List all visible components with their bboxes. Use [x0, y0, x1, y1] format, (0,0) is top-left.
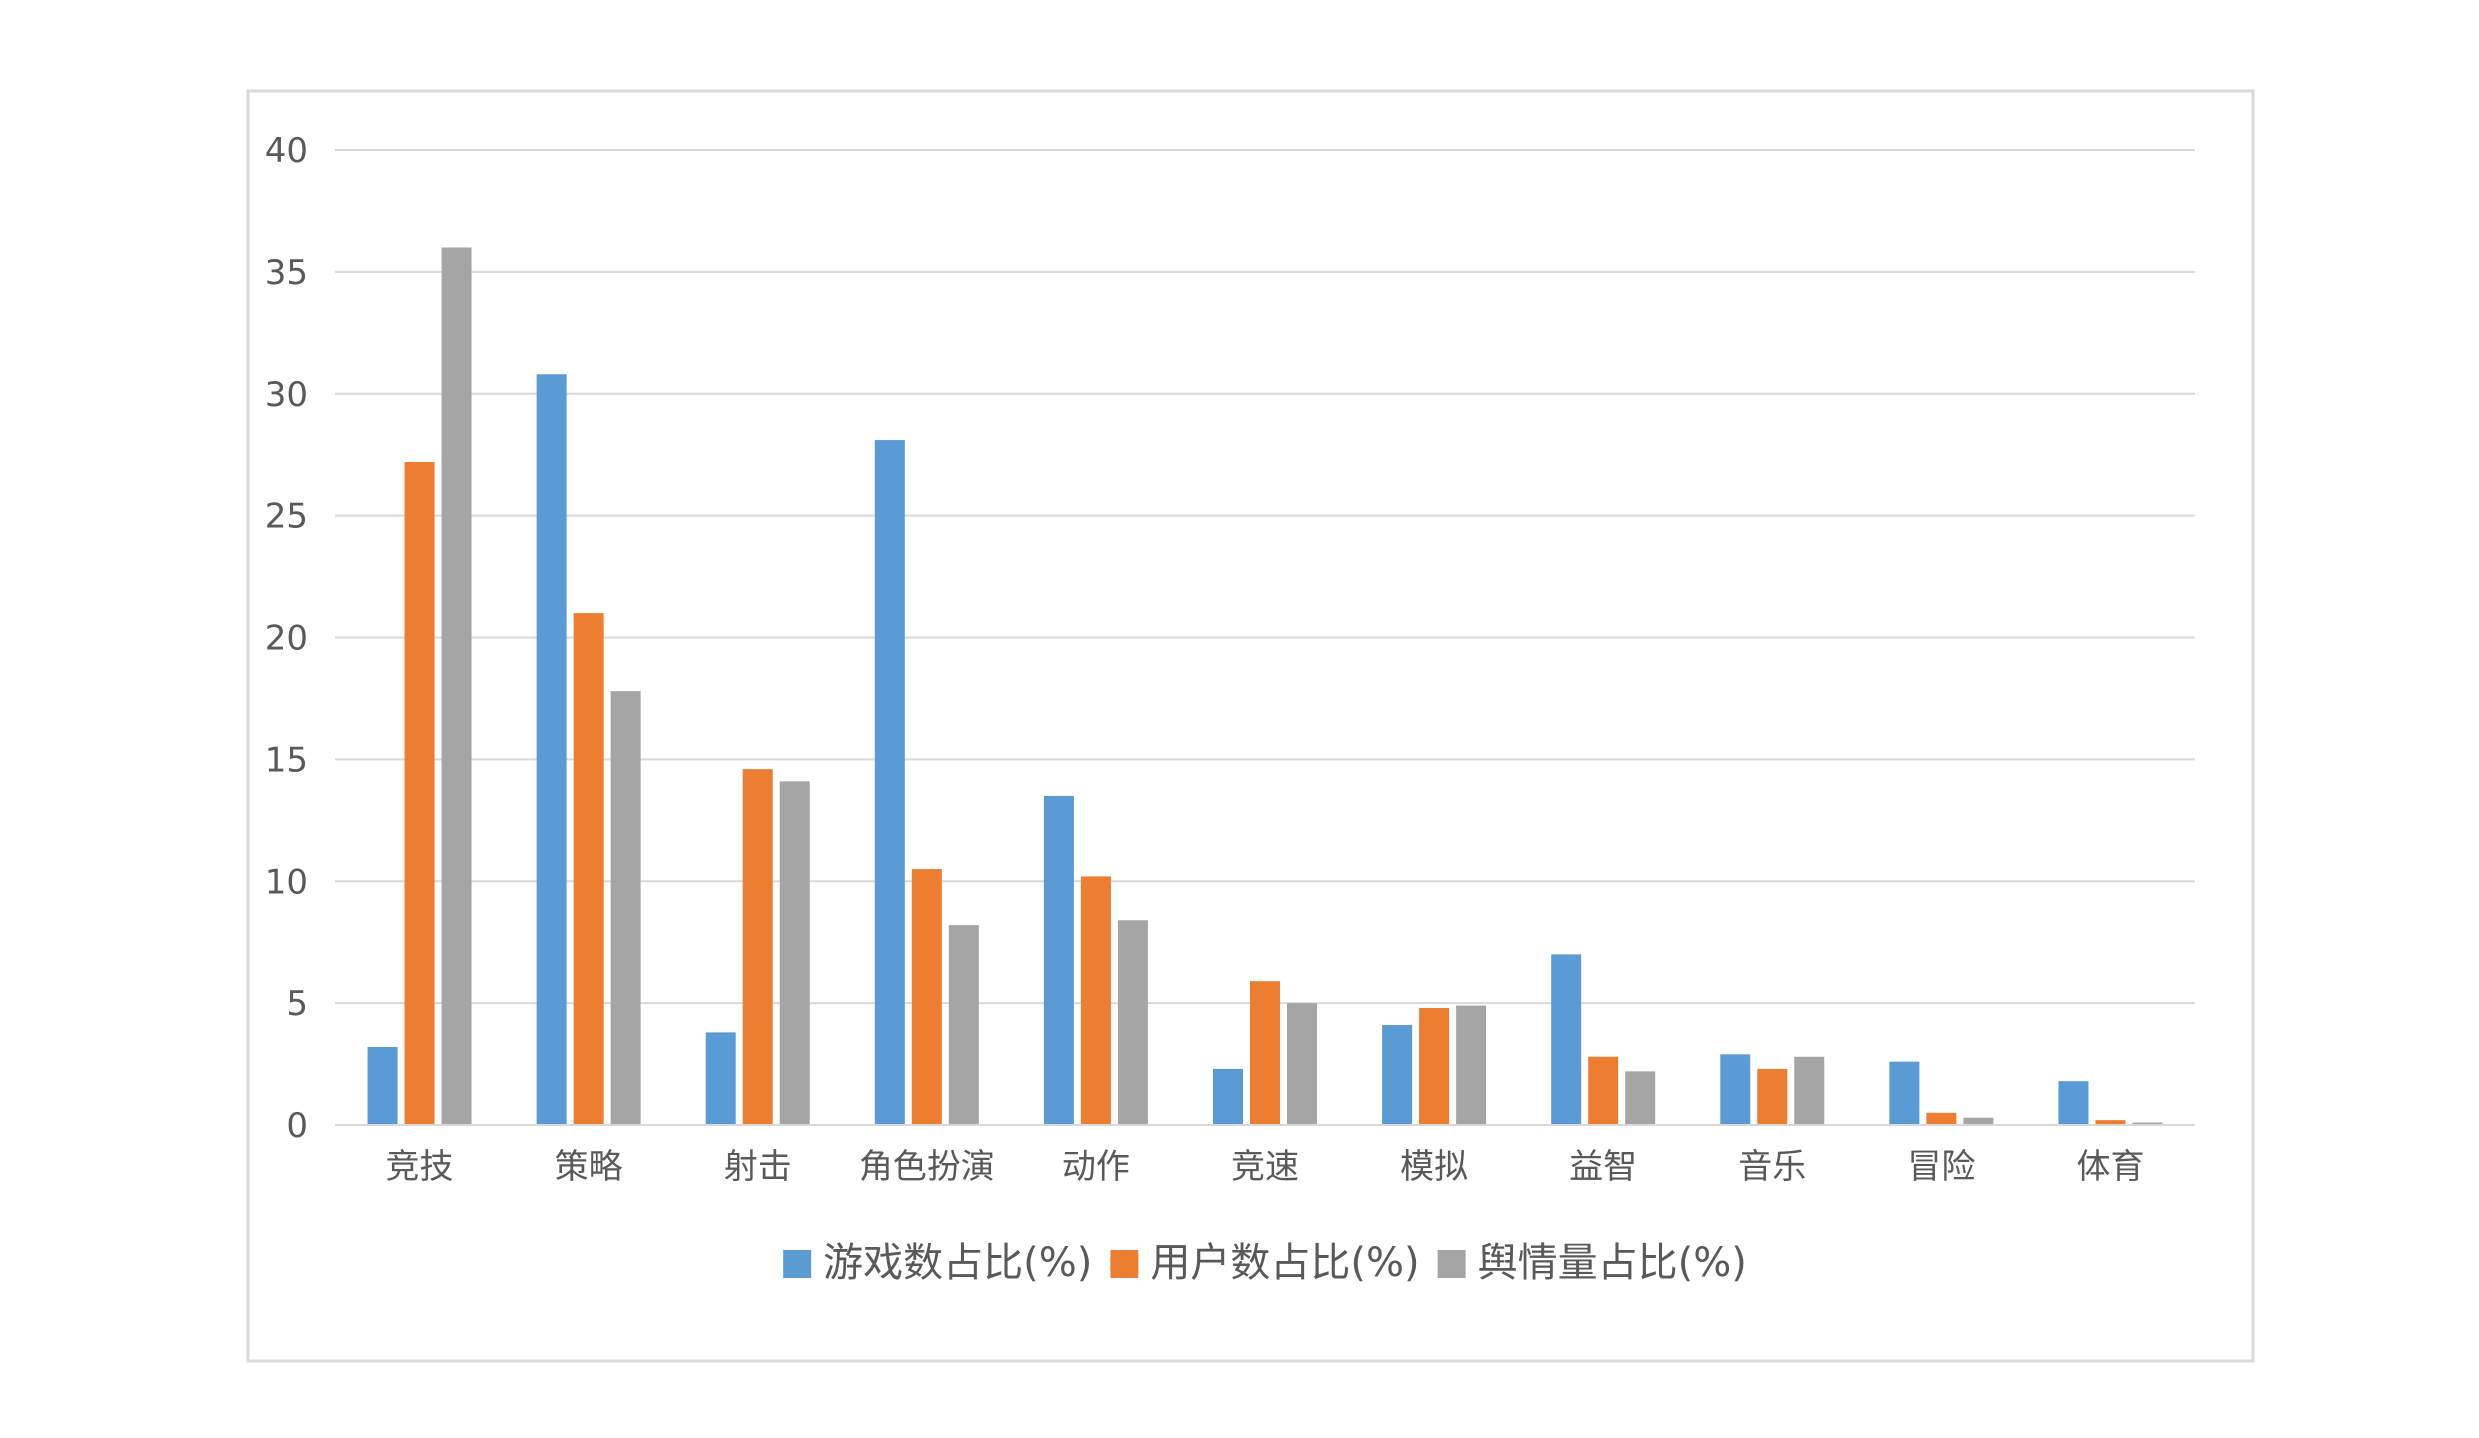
- bar-2-10: [1926, 1112, 1957, 1125]
- legend-label: 游戏数占比(%): [823, 1240, 1092, 1286]
- y-axis-ticks: 0 5 10 15 20 25 30 35 40: [265, 131, 308, 1146]
- y-tick-label: 15: [265, 740, 308, 780]
- bar-1-4: [874, 440, 905, 1125]
- category-label: 动作: [1062, 1147, 1130, 1187]
- bar-2-9: [1757, 1068, 1788, 1125]
- bar-2-3: [742, 769, 773, 1125]
- bar-1-2: [536, 374, 567, 1125]
- bar-1-9: [1720, 1054, 1751, 1125]
- category-label: 射击: [724, 1147, 792, 1187]
- bar-3-2: [610, 691, 641, 1125]
- bar-3-3: [779, 781, 810, 1125]
- bar-1-5: [1043, 795, 1074, 1125]
- category-label: 竞技: [386, 1147, 454, 1187]
- y-tick-label: 30: [265, 375, 308, 415]
- category-label: 策略: [555, 1147, 623, 1187]
- bar-1-8: [1551, 954, 1582, 1125]
- bar-2-8: [1588, 1056, 1619, 1125]
- y-tick-label: 5: [286, 984, 308, 1024]
- legend-swatch: [1110, 1250, 1139, 1278]
- category-label: 模拟: [1400, 1147, 1468, 1187]
- bar-3-10: [1963, 1117, 1994, 1125]
- y-tick-label: 40: [265, 131, 308, 171]
- legend-swatch: [1437, 1250, 1466, 1278]
- bar-3-11: [2132, 1122, 2163, 1125]
- bar-3-8: [1625, 1071, 1656, 1125]
- y-tick-label: 20: [265, 619, 308, 659]
- bar-2-7: [1419, 1008, 1450, 1125]
- bar-1-11: [2058, 1081, 2089, 1125]
- legend-swatch: [783, 1250, 812, 1278]
- bar-1-3: [705, 1032, 736, 1125]
- legend-label: 用户数占比(%): [1150, 1240, 1419, 1286]
- bar-1-10: [1889, 1061, 1920, 1125]
- legend-item: 游戏数占比(%): [783, 1240, 1092, 1286]
- bar-1-1: [367, 1047, 398, 1125]
- bar-1-6: [1213, 1068, 1243, 1125]
- category-label: 音乐: [1738, 1147, 1806, 1187]
- bar-2-11: [2095, 1120, 2126, 1125]
- legend: 游戏数占比(%) 用户数占比(%) 舆情量占比(%): [783, 1240, 1747, 1286]
- bar-1-7: [1382, 1025, 1413, 1125]
- gridlines: [335, 149, 2195, 1005]
- y-tick-label: 0: [286, 1106, 308, 1146]
- bars: [367, 247, 2163, 1125]
- legend-item: 舆情量占比(%): [1437, 1240, 1747, 1286]
- y-tick-label: 35: [265, 253, 308, 293]
- bar-2-4: [911, 869, 942, 1125]
- bar-2-5: [1080, 876, 1111, 1125]
- y-tick-label: 25: [265, 497, 308, 537]
- bar-2-6: [1250, 981, 1280, 1125]
- category-label: 冒险: [1907, 1147, 1975, 1187]
- category-label: 竞速: [1231, 1147, 1299, 1187]
- y-tick-label: 10: [265, 862, 308, 902]
- legend-item: 用户数占比(%): [1110, 1240, 1420, 1286]
- bar-2-2: [573, 613, 604, 1125]
- bar-2-1: [404, 462, 435, 1125]
- bar-3-1: [441, 247, 472, 1125]
- bar-3-9: [1794, 1056, 1825, 1125]
- bar-3-6: [1287, 1003, 1317, 1125]
- category-label: 体育: [2076, 1147, 2144, 1187]
- bar-3-7: [1456, 1005, 1487, 1125]
- category-label: 益智: [1569, 1147, 1637, 1187]
- bar-3-5: [1117, 920, 1148, 1125]
- legend-label: 舆情量占比(%): [1478, 1240, 1747, 1286]
- bar-3-4: [948, 925, 979, 1125]
- category-label: 角色扮演: [859, 1147, 995, 1187]
- category-labels: 竞技 策略 射击 角色扮演 动作 竞速 模拟 益智 音乐 冒险 体育: [386, 1147, 2145, 1187]
